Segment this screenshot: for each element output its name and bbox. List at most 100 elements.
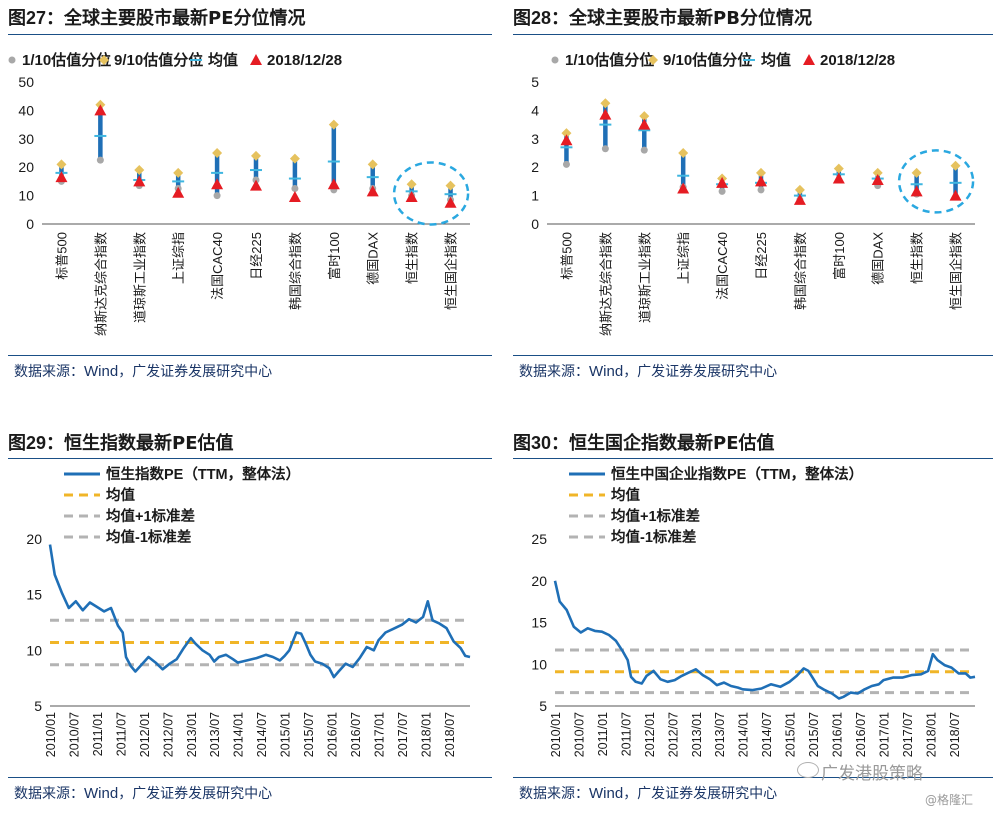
x-tick-label: 日经225 — [249, 232, 264, 280]
x-tick-label: 2011/01 — [91, 712, 105, 756]
latest-point — [793, 193, 806, 205]
p90-point — [600, 98, 611, 109]
y-tick-label: 2 — [531, 159, 539, 175]
legend-marker-latest — [803, 54, 815, 65]
y-tick-label: 5 — [34, 698, 42, 714]
figure-30-panel: 图30：恒生国企指数最新PE估值 恒生中国企业指数PE（TTM，整体法） 均值 均值… — [505, 425, 1000, 813]
legend-series-minus-label: 均值-1标准差 — [611, 528, 696, 546]
y-tick-label: 50 — [18, 74, 34, 90]
legend-label-latest: 2018/12/28 — [267, 52, 342, 69]
figure-number: 图28 — [513, 8, 552, 28]
x-tick-label: 恒生指数 — [910, 232, 925, 284]
x-tick-label: 2013/01 — [690, 712, 704, 757]
latest-point — [250, 179, 262, 191]
p10-point — [96, 156, 104, 164]
title-rule — [513, 458, 993, 459]
figure-title: 图28：全球主要股市最新PB分位情况 — [513, 4, 812, 30]
x-tick-label: 2016/01 — [326, 712, 340, 757]
x-tick-label: 2015/07 — [807, 712, 821, 757]
x-tick-label: 2015/07 — [302, 712, 316, 757]
p90-point — [833, 163, 844, 174]
x-tick-label: 2013/07 — [713, 712, 727, 757]
p10-point — [213, 192, 221, 200]
y-tick-label: 3 — [531, 131, 539, 147]
x-tick-label: 道琼斯工业指数 — [132, 232, 147, 323]
y-tick-label: 20 — [531, 573, 547, 589]
x-tick-label: 法国CAC40 — [715, 232, 730, 300]
latest-point — [327, 178, 340, 190]
x-tick-label: 2015/01 — [279, 712, 293, 757]
latest-point — [366, 185, 379, 197]
x-tick-label: 韩国综合指数 — [793, 232, 808, 310]
p90-point — [756, 167, 766, 178]
x-tick-label: 2018/01 — [924, 712, 938, 757]
x-tick-label: 2010/01 — [44, 712, 58, 757]
watermark-account: 广发港股策略 — [821, 764, 923, 784]
latest-point — [444, 196, 457, 208]
x-tick-label: 道琼斯工业指数 — [637, 232, 652, 323]
x-tick-label: 恒生指数 — [405, 232, 420, 284]
latest-point — [871, 173, 884, 185]
x-tick-label: 上证综指 — [676, 232, 691, 284]
latest-point — [133, 175, 146, 187]
p90-point — [911, 167, 922, 178]
figure-title-text: ：恒生国企指数最新PE估值 — [551, 433, 775, 454]
x-tick-label: 2018/07 — [443, 712, 457, 757]
y-tick-label: 20 — [26, 531, 42, 547]
x-tick-label: 日经225 — [754, 232, 769, 280]
latest-point — [599, 108, 612, 120]
source-rule — [8, 777, 492, 778]
p90-point — [328, 119, 339, 130]
figure-29-panel: 图29：恒生指数最新PE估值 恒生指数PE（TTM，整体法） 均值 均值+1标准差均… — [0, 425, 500, 813]
p10-point — [601, 145, 609, 153]
x-tick-label: 韩国综合指数 — [288, 232, 303, 310]
highlight-ring — [392, 161, 470, 226]
x-tick-label: 2016/07 — [349, 712, 363, 757]
legend-series-mean-label: 均值 — [106, 486, 135, 504]
title-rule — [8, 34, 492, 35]
x-tick-label: 恒生国企指数 — [949, 232, 964, 310]
p10-point — [757, 186, 765, 194]
title-rule — [8, 458, 492, 459]
x-tick-label: 富时100 — [832, 232, 847, 280]
p10-point — [718, 187, 726, 195]
x-tick-label: 纳斯达克综合指数 — [93, 232, 108, 336]
pb-percentile-chart: 1/10估值分位 9/10估值分位 均值 2018/12/28 0 1 2 3 4 5 标普500 纳… — [531, 51, 975, 336]
p90-point — [950, 160, 961, 171]
figure-title-text: ：全球主要股市最新PE分位情况 — [46, 8, 306, 29]
latest-point — [832, 172, 845, 184]
x-tick-label: 2012/07 — [161, 712, 175, 757]
source-rule — [8, 355, 492, 356]
x-tick-label: 2011/07 — [114, 712, 128, 756]
source-rule — [513, 355, 993, 356]
x-tick-label: 2010/01 — [549, 712, 563, 757]
latest-point — [211, 178, 224, 190]
latest-point — [716, 176, 729, 188]
latest-point — [172, 186, 185, 198]
x-tick-label: 2014/01 — [232, 712, 246, 757]
x-tick-label: 2017/01 — [877, 712, 891, 757]
y-tick-label: 1 — [531, 188, 539, 204]
x-tick-label: 富时100 — [327, 232, 342, 280]
legend-label-p10: 1/10估值分位 — [22, 51, 111, 69]
x-tick-label: 2018/07 — [948, 712, 962, 757]
legend-marker-p10 — [8, 56, 16, 64]
x-tick-label: 2012/07 — [666, 712, 680, 757]
y-tick-label: 4 — [531, 102, 539, 118]
x-tick-label: 2012/01 — [643, 712, 657, 757]
x-tick-label: 2017/07 — [396, 712, 410, 757]
legend-label-p90: 9/10估值分位 — [663, 51, 752, 69]
legend-series-mean-label: 均值 — [611, 486, 640, 504]
x-tick-label: 2011/07 — [619, 712, 633, 756]
p90-point — [445, 180, 456, 191]
p90-point — [678, 148, 689, 158]
y-tick-label: 0 — [531, 216, 539, 232]
x-tick-label: 恒生国企指数 — [444, 232, 459, 310]
pe-percentile-chart: 1/10估值分位 9/10估值分位 均值 2018/12/28 0 10 20 30 40 50 标… — [8, 51, 470, 336]
legend-series-plus-label: 均值+1标准差 — [611, 507, 700, 525]
latest-point — [405, 191, 418, 203]
x-tick-label: 2014/07 — [255, 712, 269, 757]
legend-label-p90: 9/10估值分位 — [114, 51, 203, 69]
p10-point — [562, 160, 570, 168]
